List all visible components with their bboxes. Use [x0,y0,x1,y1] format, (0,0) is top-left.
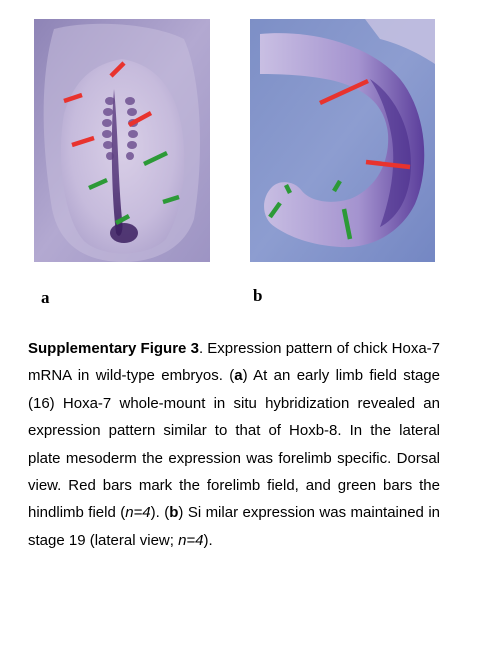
forelimb-field-bars [319,78,411,170]
caption-panel-ref-a: a [234,367,243,385]
caption-text-4: ) Si milar expression was maintained in … [28,504,440,549]
figure-panel-a [34,19,210,262]
caption-text-1: . Expression pattern of chick Hoxa-7 mRN… [28,340,441,385]
figure-caption: Supplementary Figure 3. Expression patte… [28,335,440,554]
hindlimb-field-bars [268,179,353,240]
embryo-image-lateral [250,19,435,262]
panel-label-a: a [41,288,50,307]
caption-sample-size-2: n=4 [178,531,204,549]
panel-label-b: b [253,286,263,305]
hindlimb-field-bars [88,150,180,225]
caption-text-2: ) At an early limb field stage (16) Hoxa… [28,367,440,522]
figure-panel-b [250,19,435,262]
caption-text-5: ). [203,531,213,549]
caption-title: Supplementary Figure 3 [28,340,199,357]
embryo-image-dorsal [34,19,210,262]
caption-panel-ref-b: b [169,504,179,522]
caption-text-3: ). ( [150,504,170,522]
forelimb-field-bars [63,61,153,148]
caption-sample-size-1: n=4 [125,504,151,522]
